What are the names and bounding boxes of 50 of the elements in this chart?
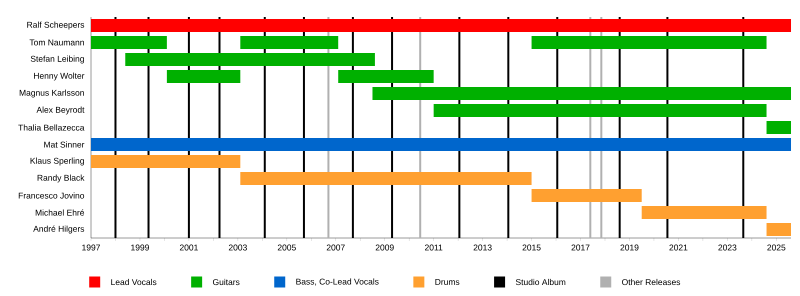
bar — [434, 104, 767, 117]
y-tick-label: Klaus Sperling — [30, 158, 84, 166]
bar — [166, 70, 240, 83]
bar — [766, 223, 792, 236]
bar — [125, 53, 375, 66]
bar — [240, 36, 338, 49]
y-tick-label: Stefan Leibing — [30, 56, 84, 64]
legend-label: Other Releases — [622, 278, 680, 286]
x-tick-label: 1999 — [131, 244, 149, 251]
y-tick-label: Magnus Karlsson — [20, 90, 84, 98]
bar — [532, 189, 642, 202]
y-tick-label: Ralf Scheepers — [27, 22, 84, 30]
x-tick-label: 2019 — [620, 244, 638, 251]
bar — [91, 19, 792, 32]
bar — [91, 36, 167, 49]
x-tick-label: 2017 — [572, 244, 590, 251]
y-tick-label: Tom Naumann — [30, 40, 84, 46]
bar — [532, 36, 767, 49]
legend-label: Guitars — [212, 278, 240, 286]
y-tick-label: Henny Wolter — [34, 72, 84, 80]
legend-label: Bass, Co-Lead Vocals — [296, 278, 379, 286]
x-tick-label: 2023 — [718, 244, 736, 251]
x-tick-label: 2003 — [228, 244, 247, 251]
bar — [91, 138, 792, 151]
x-tick-label: 2025 — [767, 244, 786, 251]
y-tick-label: André Hilgers — [33, 226, 84, 234]
y-tick-label: Alex Beyrodt — [36, 106, 84, 114]
x-tick-label: 1997 — [82, 244, 100, 251]
x-tick-label: 2015 — [522, 244, 541, 251]
y-tick-label: Thalia Bellazecca — [18, 124, 84, 131]
x-tick-label: 2009 — [376, 244, 394, 251]
y-tick-label: Michael Ehré — [36, 209, 84, 216]
x-tick-label: 2005 — [278, 244, 296, 251]
x-tick-label: 2001 — [180, 244, 198, 251]
bar — [240, 172, 532, 185]
bar — [766, 121, 792, 134]
bar — [91, 155, 240, 168]
x-tick-label: 2011 — [424, 244, 442, 251]
x-tick-label: 2021 — [669, 244, 688, 251]
x-tick-label: 2013 — [474, 244, 492, 251]
y-tick-label: Mat Sinner — [44, 141, 84, 148]
legend-label: Studio Album — [516, 278, 566, 286]
bar — [642, 206, 767, 219]
legend-label: Drums — [435, 279, 460, 285]
bar — [338, 70, 434, 83]
legend-label: Lead Vocals — [111, 278, 156, 286]
y-tick-label: Francesco Jovino — [18, 192, 84, 199]
y-tick-label: Randy Black — [38, 174, 84, 182]
bar — [372, 87, 792, 100]
x-tick-label: 2007 — [326, 244, 345, 251]
